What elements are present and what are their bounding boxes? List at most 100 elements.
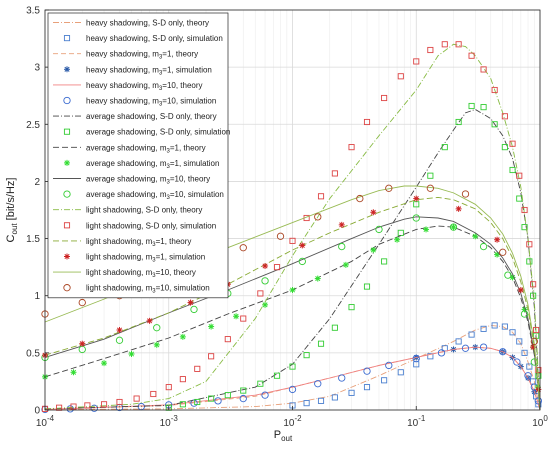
data-point	[239, 394, 247, 403]
data-point	[257, 380, 264, 387]
legend-item: light shadowing, S-D only, simulation	[63, 221, 216, 230]
data-point	[348, 389, 355, 396]
series-line	[44, 196, 541, 411]
data-point	[504, 271, 512, 279]
data-point	[194, 365, 201, 372]
data-point	[501, 113, 508, 120]
data-point	[314, 275, 321, 282]
legend-item: heavy shadowing, S-D only, theory	[53, 19, 209, 28]
data-point	[491, 322, 498, 329]
legend-item: light shadowing, m3=1, theory	[53, 237, 191, 248]
legend-marker-swatch	[63, 222, 71, 229]
legend-item: light shadowing, m3=10, theory	[53, 268, 196, 279]
legend-marker-swatch	[63, 128, 71, 135]
legend-marker-swatch	[63, 96, 71, 105]
data-point	[299, 242, 306, 249]
series-4	[44, 346, 541, 411]
series-16	[44, 185, 541, 411]
series-14	[44, 196, 541, 411]
data-point	[194, 398, 201, 406]
legend-label: heavy shadowing, m3=1, simulation	[86, 65, 212, 76]
data-point	[317, 193, 325, 200]
data-point	[427, 172, 434, 179]
legend-item: light shadowing, S-D only, theory	[53, 206, 202, 215]
data-point	[153, 341, 160, 348]
legend-label: heavy shadowing, S-D only, simulation	[86, 34, 223, 43]
data-point	[363, 384, 371, 391]
data-point	[426, 184, 435, 192]
data-point	[491, 121, 498, 128]
data-point	[530, 292, 537, 299]
data-point	[521, 206, 528, 214]
data-point	[455, 338, 462, 345]
series-8	[44, 225, 541, 411]
data-point	[530, 337, 538, 346]
data-point	[370, 209, 377, 216]
data-point	[363, 367, 371, 375]
data-point	[116, 398, 123, 406]
data-point	[480, 104, 487, 111]
data-point	[187, 299, 194, 306]
x-tick-label: 10-1	[407, 414, 426, 429]
legend-label: light shadowing, S-D only, simulation	[86, 221, 216, 230]
legend-item: average shadowing, m3=10, simulation	[63, 190, 224, 201]
series-line	[44, 225, 541, 411]
data-point	[449, 223, 458, 231]
legend-item: average shadowing, m3=10, theory	[53, 175, 210, 186]
data-point	[78, 298, 86, 307]
series-11	[41, 214, 538, 366]
legend-item: light shadowing, m3=10, simulation	[63, 284, 210, 295]
data-point	[90, 404, 98, 412]
data-point	[165, 384, 172, 391]
data-point	[534, 397, 543, 405]
data-point	[509, 329, 516, 336]
data-point	[441, 41, 448, 48]
data-point	[370, 247, 377, 253]
legend-label: heavy shadowing, m3=10, theory	[86, 81, 203, 92]
legend-label: average shadowing, m3=10, theory	[86, 175, 210, 186]
data-point	[513, 358, 521, 366]
data-point	[224, 336, 231, 343]
data-point	[289, 287, 296, 293]
x-tick-label: 10-3	[160, 414, 179, 429]
data-point	[526, 363, 533, 370]
x-tick-label: 10-2	[283, 414, 302, 429]
data-point	[533, 326, 540, 334]
legend-item: average shadowing, m3=1, simulation	[64, 159, 219, 170]
data-point	[413, 58, 420, 65]
data-point	[331, 170, 338, 177]
data-point	[257, 290, 264, 297]
data-point	[214, 397, 222, 405]
data-point	[128, 351, 135, 357]
data-point	[317, 397, 325, 404]
data-point	[501, 323, 508, 330]
data-point	[190, 305, 198, 314]
data-point	[472, 233, 479, 240]
data-point	[397, 369, 404, 376]
data-point	[70, 369, 77, 376]
data-point	[261, 277, 269, 285]
data-point	[491, 86, 498, 94]
data-point	[394, 236, 401, 243]
legend-label: light shadowing, m3=10, theory	[86, 268, 196, 279]
data-point	[262, 301, 269, 308]
data-point	[516, 338, 523, 345]
data-point	[441, 144, 448, 151]
data-point	[455, 41, 462, 48]
data-point	[461, 190, 470, 198]
data-point	[133, 395, 140, 402]
data-point	[289, 237, 296, 244]
y-tick-label: 2.5	[26, 120, 40, 131]
legend-marker-swatch	[64, 253, 70, 260]
data-point	[233, 313, 240, 320]
legend-item: average shadowing, S-D only, theory	[53, 112, 217, 121]
series-13	[41, 41, 542, 412]
series-line	[44, 216, 541, 411]
legend: heavy shadowing, S-D only, theory heavy s…	[47, 12, 230, 299]
data-point	[273, 372, 281, 379]
legend-label: average shadowing, S-D only, simulation	[86, 128, 230, 137]
data-point	[520, 310, 529, 318]
legend-item: light shadowing, m3=1, simulation	[64, 253, 205, 264]
x-tick-label: 100	[532, 414, 548, 429]
data-point	[516, 172, 523, 179]
